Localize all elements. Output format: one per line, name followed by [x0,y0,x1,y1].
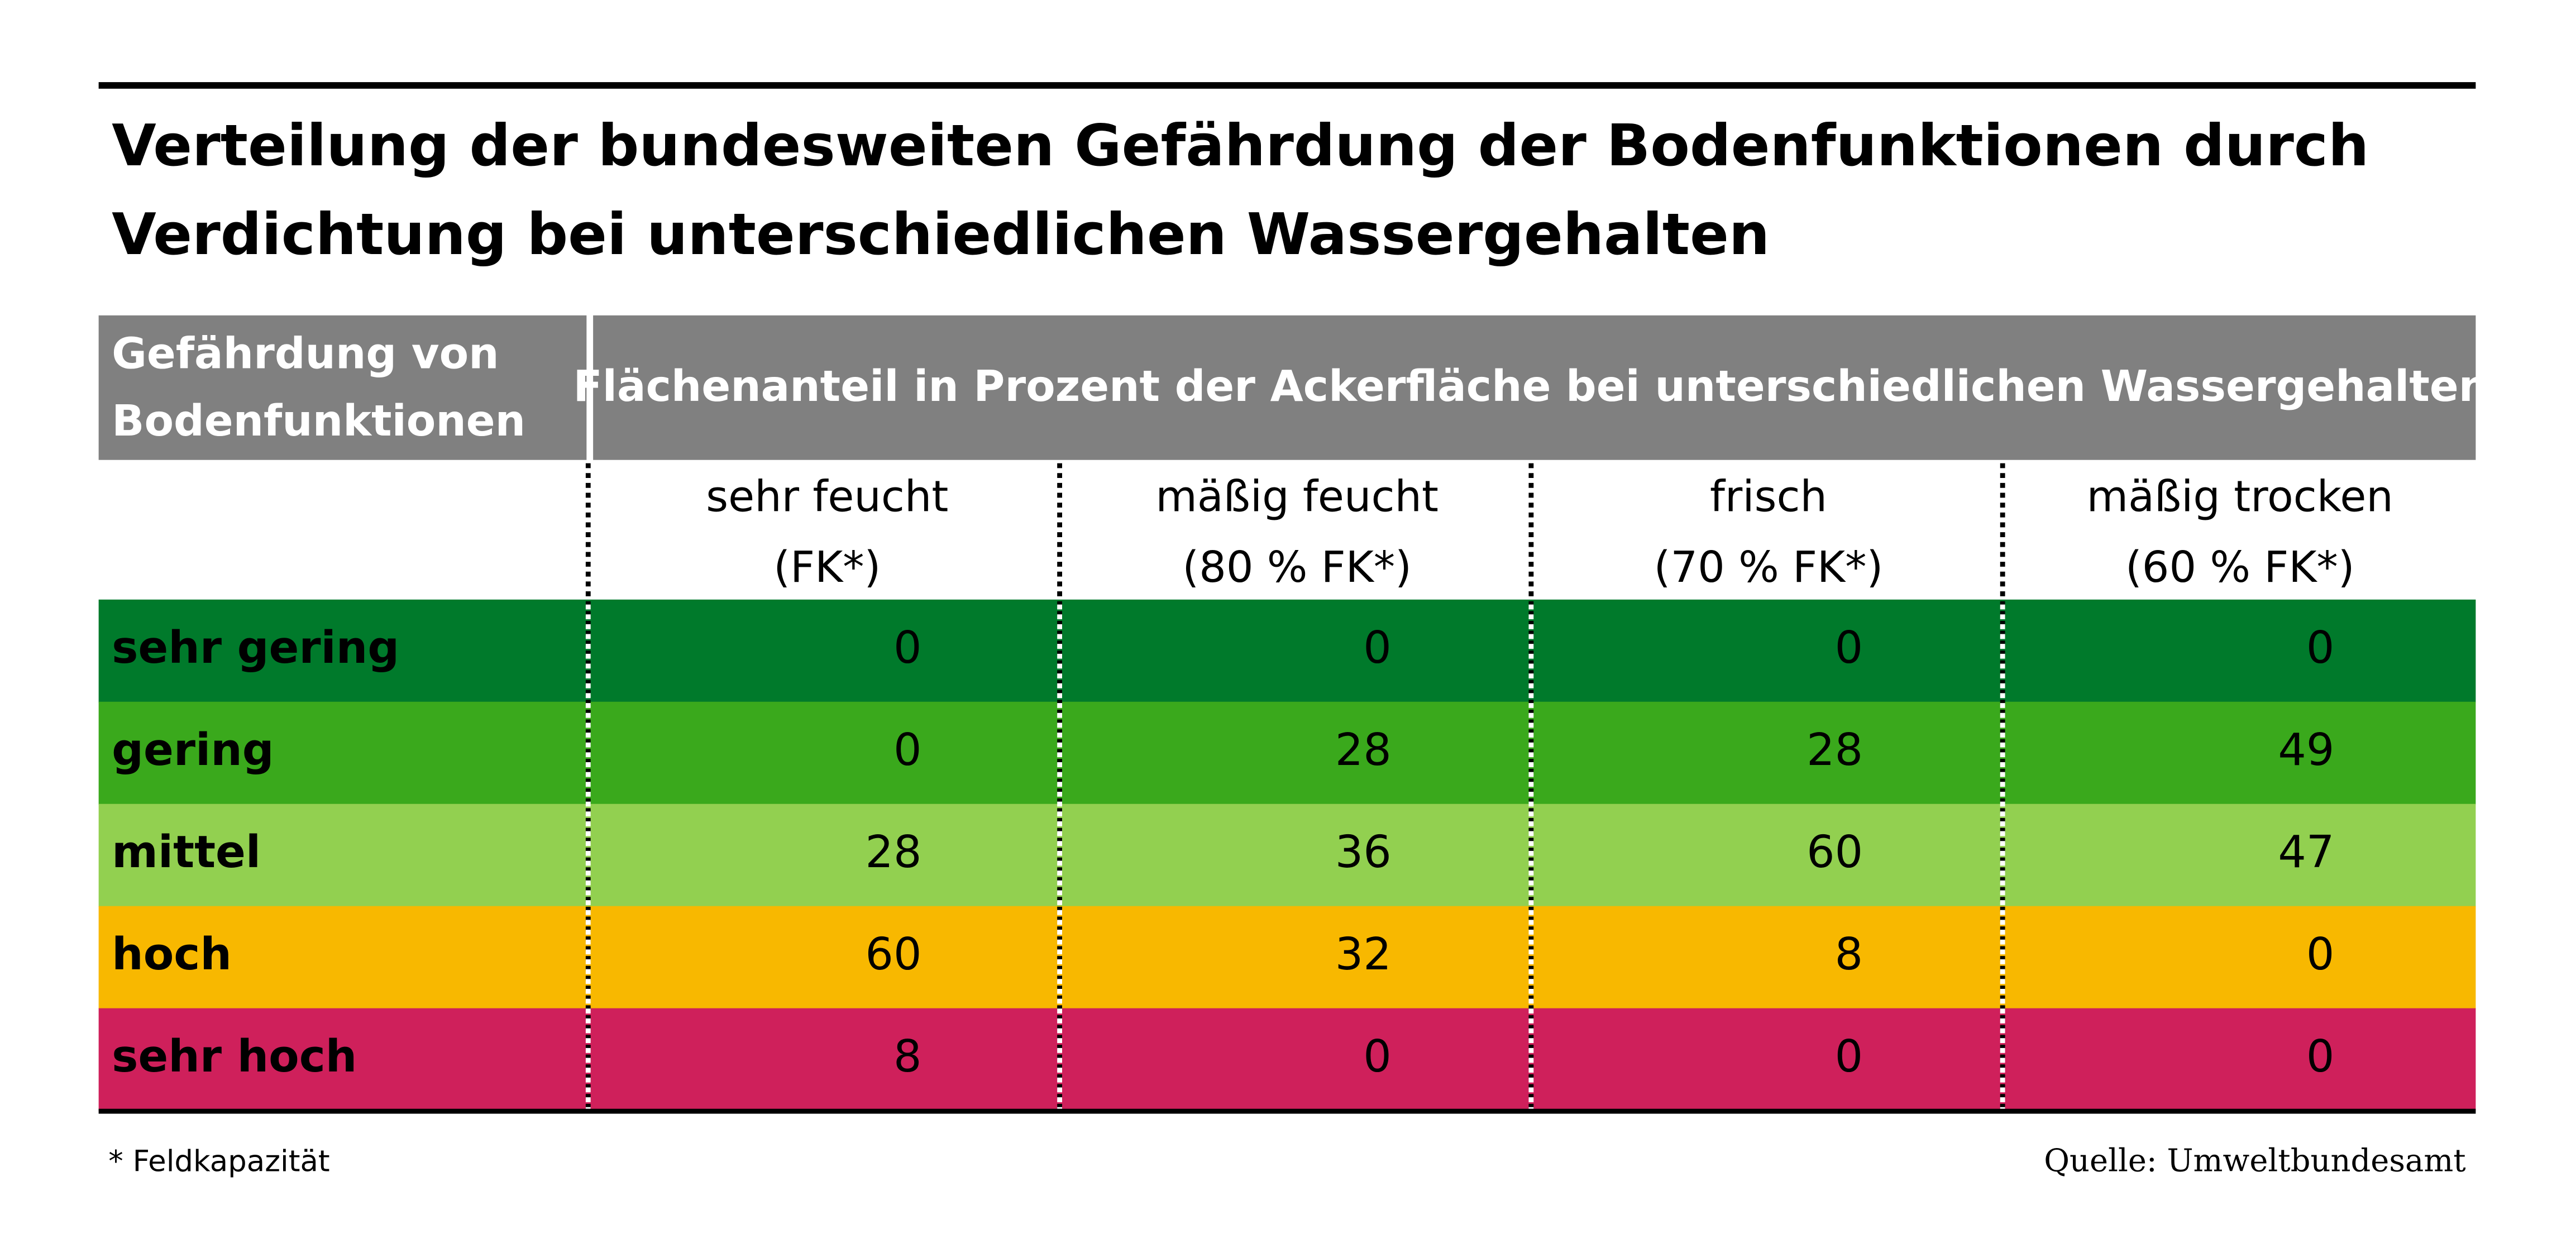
row-label: hoch [112,928,232,980]
cell-value: 0 [2306,1030,2335,1082]
cell-value: 0 [893,724,922,776]
cell-value: 0 [1363,1030,1392,1082]
cell-value: 28 [1806,724,1863,776]
row-label: sehr gering [112,621,399,673]
cell-value: 28 [865,826,921,878]
cell-value: 0 [2306,928,2335,980]
row-band [98,1008,2476,1112]
column-header: (FK*) [773,543,881,592]
column-header: (70 % FK*) [1654,543,1884,592]
title: Verdichtung bei unterschiedlichen Wasser… [112,201,1770,268]
column-header: (60 % FK*) [2125,543,2355,592]
row-label: sehr hoch [112,1030,357,1082]
row-band [98,701,2476,805]
cell-value: 60 [865,928,921,980]
row-header: Bodenfunktionen [112,396,525,446]
row-header: Gefährdung von [112,329,499,379]
cell-value: 0 [893,621,922,673]
cell-value: 0 [1835,1030,1863,1082]
column-header: sehr feucht [706,472,948,522]
cell-value: 8 [893,1030,922,1082]
row-label: mittel [112,826,261,878]
top-rule [98,82,2476,89]
table-body: sehr gering 0 0 0 0 gering 0 28 28 49 mittel 28 36 60… [98,463,2476,1112]
header-cell [98,315,587,460]
cell-value: 0 [1835,621,1863,673]
row-band [98,599,2476,703]
header-cell [593,315,2476,460]
group-header: Flächenanteil in Prozent der Ackerfläche… [573,362,2489,412]
cell-value: 0 [1363,621,1392,673]
title: Verteilung der bundesweiten Gefährdung d… [112,112,2369,179]
column-header: mäßig feucht [1155,472,1438,522]
cell-value: 60 [1806,826,1863,878]
cell-value: 0 [2306,621,2335,673]
cell-value: 32 [1335,928,1392,980]
source: Quelle: Umweltbundesamt [2044,1142,2466,1179]
column-header: mäßig trocken [2087,472,2393,522]
cell-value: 47 [2278,826,2334,878]
footnote: * Feldkapazität [108,1144,329,1178]
cell-value: 8 [1835,928,1863,980]
column-header: (80 % FK*) [1182,543,1412,592]
bottom-rule [98,1108,2476,1114]
column-header: frisch [1710,472,1827,522]
cell-value: 28 [1335,724,1392,776]
row-band [98,906,2476,1010]
row-label: gering [112,724,274,776]
row-band [98,804,2476,907]
cell-value: 36 [1335,826,1392,878]
cell-value: 49 [2278,724,2334,776]
